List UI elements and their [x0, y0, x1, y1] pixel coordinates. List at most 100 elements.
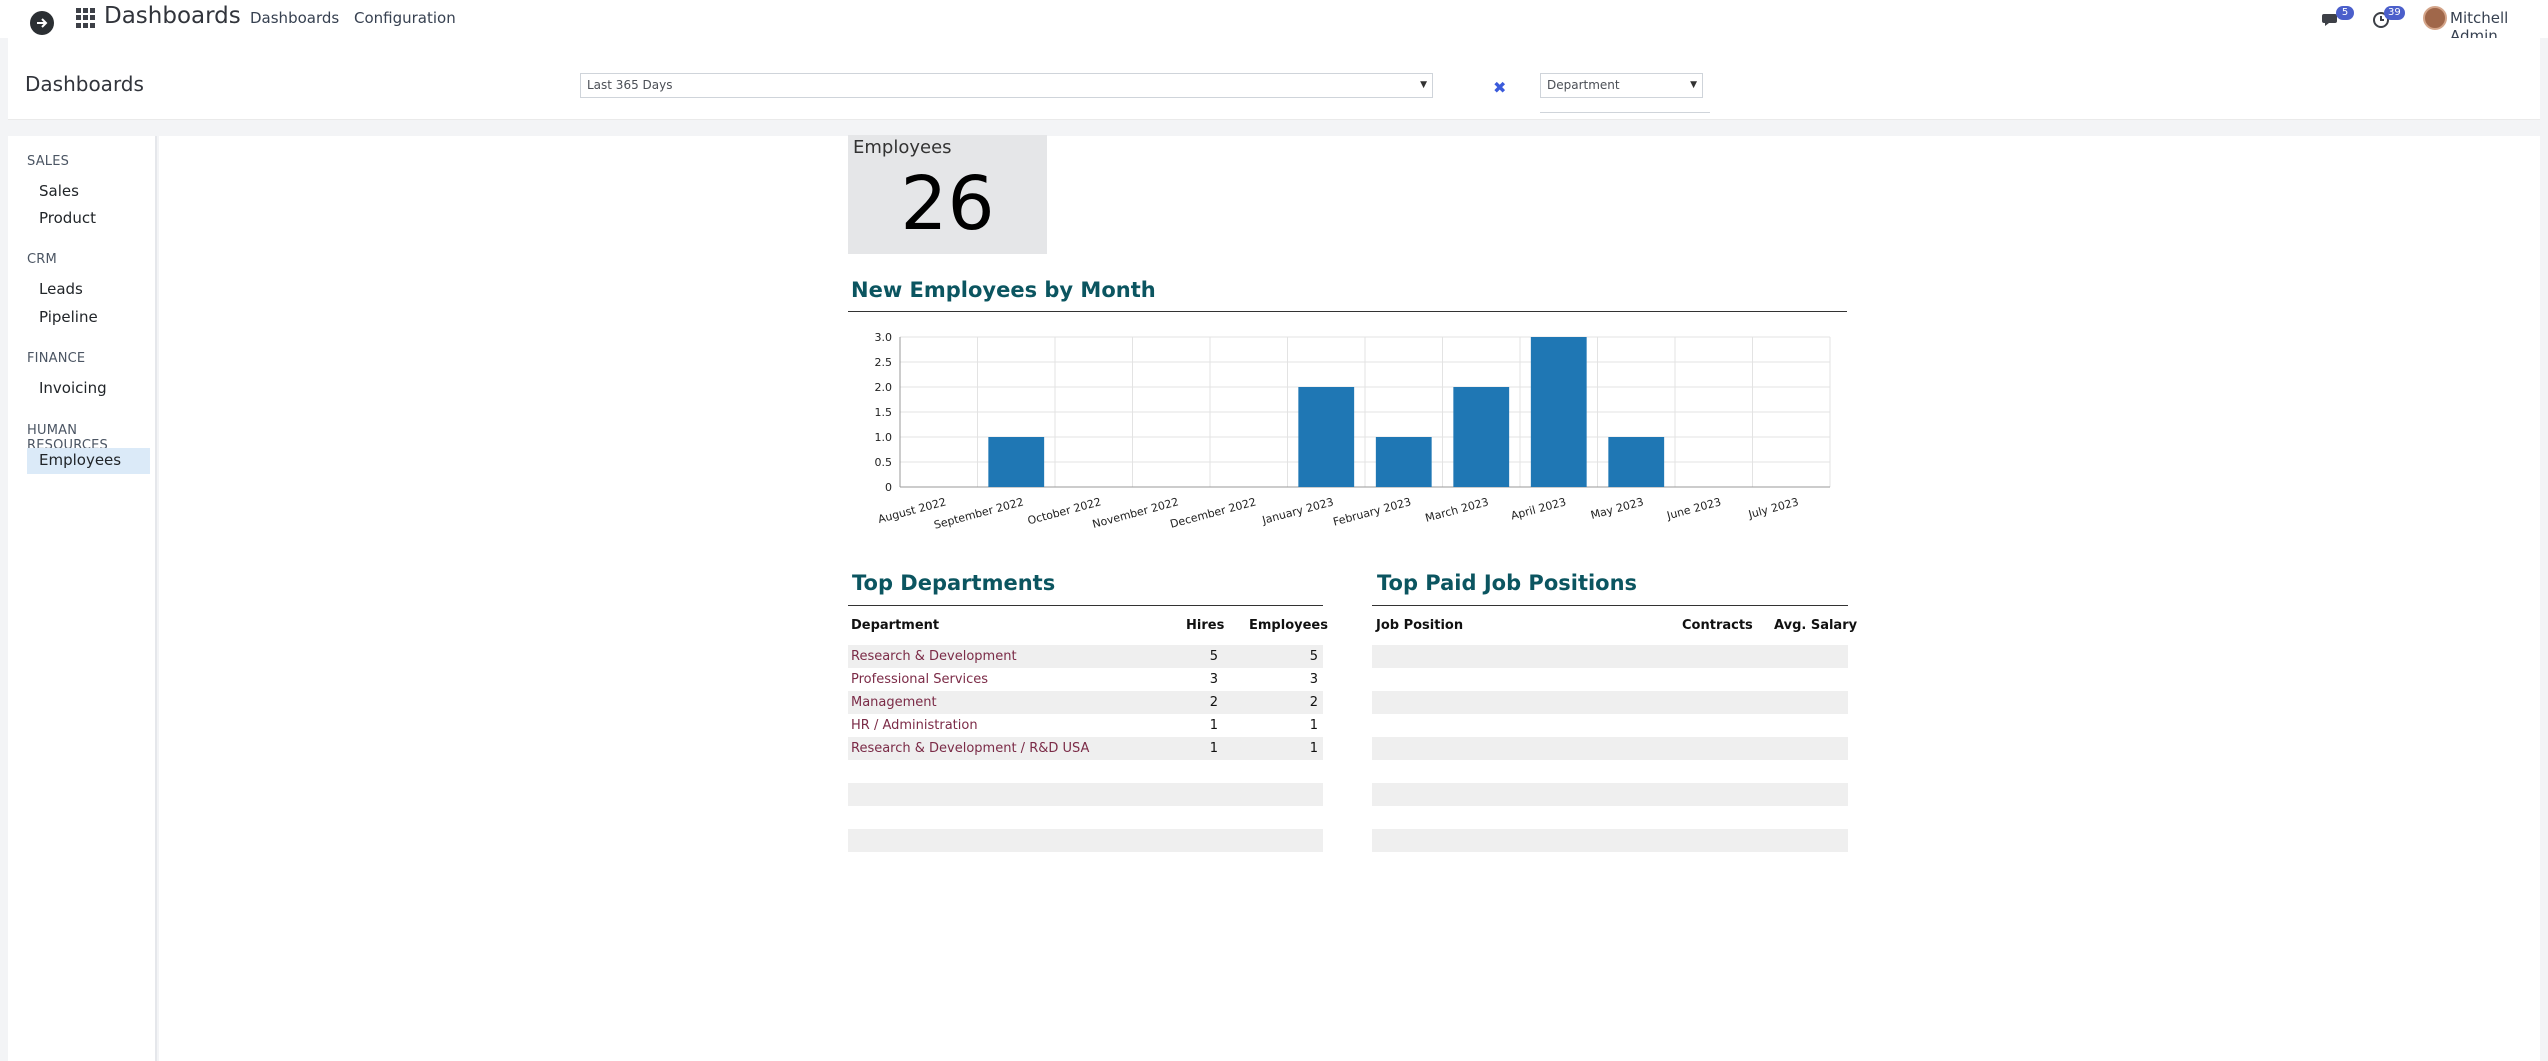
department-name-link[interactable]: Research & Development	[851, 649, 1017, 664]
table-row	[1372, 668, 1848, 691]
employees-kpi-card[interactable]: Employees 26	[848, 135, 1047, 254]
top-navbar: Dashboards Dashboards Configuration 5 39…	[0, 0, 2548, 45]
table-row	[1372, 783, 1848, 806]
kpi-label: Employees	[853, 137, 952, 158]
y-tick-label: 1.5	[875, 406, 893, 419]
activities-badge: 39	[2384, 6, 2405, 20]
table-row	[848, 783, 1323, 806]
table-row	[1372, 645, 1848, 668]
department-select[interactable]: Department ▼	[1540, 73, 1703, 98]
y-tick-label: 0	[885, 481, 892, 494]
table-row	[848, 806, 1323, 829]
breadcrumb: Dashboards	[25, 72, 144, 96]
x-tick-label: March 2023	[1424, 495, 1490, 524]
sidebar-item-invoicing[interactable]: Invoicing	[39, 379, 107, 397]
sidebar-section-sales: SALES	[27, 154, 70, 169]
y-tick-label: 0.5	[875, 456, 893, 469]
x-tick-label: September 2022	[933, 495, 1026, 531]
menu-dashboards[interactable]: Dashboards	[250, 9, 340, 27]
period-select[interactable]: Last 365 Days ▼	[580, 73, 1433, 98]
x-tick-label: October 2022	[1026, 495, 1102, 527]
department-hires: 1	[1209, 741, 1218, 756]
kpi-value: 26	[900, 161, 995, 247]
sidebar-section-finance: FINANCE	[27, 351, 86, 366]
sidebar-item-pipeline[interactable]: Pipeline	[39, 308, 98, 326]
table-row[interactable]: Professional Services 3 3	[848, 668, 1323, 691]
table-row	[1372, 760, 1848, 783]
messages-icon[interactable]	[2321, 10, 2341, 30]
y-tick-label: 1.0	[875, 431, 893, 444]
clear-filter-icon[interactable]: ✖	[1493, 78, 1507, 97]
sidebar-item-leads[interactable]: Leads	[39, 280, 83, 298]
x-tick-label: January 2023	[1260, 495, 1335, 527]
table-row[interactable]: Research & Development 5 5	[848, 645, 1323, 668]
department-employees: 2	[1309, 695, 1318, 710]
app-name[interactable]: Dashboards	[104, 3, 241, 29]
bar	[1375, 437, 1432, 487]
bar	[1608, 437, 1665, 487]
menu-configuration[interactable]: Configuration	[354, 9, 456, 27]
sidebar-item-sales[interactable]: Sales	[39, 182, 79, 200]
department-hires: 2	[1209, 695, 1218, 710]
dept-header-hires: Hires	[1186, 618, 1225, 633]
position-header-job-position: Job Position	[1376, 618, 1464, 633]
dept-header-department: Department	[851, 618, 940, 633]
table-row	[1372, 691, 1848, 714]
bar	[988, 437, 1045, 487]
department-name-link[interactable]: Research & Development / R&D USA	[851, 741, 1090, 756]
top-departments-title: Top Departments	[852, 571, 1056, 595]
user-avatar[interactable]	[2423, 6, 2447, 30]
x-tick-label: April 2023	[1509, 495, 1567, 522]
clock-icon[interactable]	[2371, 10, 2391, 30]
back-arrow-icon[interactable]	[30, 11, 54, 35]
x-tick-label: May 2023	[1589, 495, 1645, 522]
top-departments-rule	[848, 605, 1323, 606]
apps-menu-icon[interactable]	[76, 8, 96, 28]
department-hires: 3	[1209, 672, 1218, 687]
period-value: Last 365 Days	[587, 78, 673, 92]
messages-badge: 5	[2336, 6, 2354, 20]
department-name-link[interactable]: HR / Administration	[851, 718, 978, 733]
table-row[interactable]: HR / Administration 1 1	[848, 714, 1323, 737]
table-row	[848, 760, 1323, 783]
chevron-down-icon: ▼	[1690, 80, 1697, 90]
table-row	[848, 829, 1323, 852]
x-tick-label: June 2023	[1665, 495, 1723, 522]
table-row	[1372, 714, 1848, 737]
sidebar: SALES Sales Product CRM Leads Pipeline F…	[8, 136, 157, 1061]
x-tick-label: December 2022	[1169, 495, 1258, 530]
department-hires: 1	[1209, 718, 1218, 733]
table-row	[1372, 806, 1848, 829]
x-tick-label: November 2022	[1091, 495, 1180, 531]
dashboard-content	[159, 136, 2540, 1061]
department-underline	[1540, 112, 1710, 113]
control-panel: Dashboards Last 365 Days ▼ ✖ Department …	[8, 38, 2540, 120]
department-placeholder: Department	[1547, 78, 1620, 92]
department-employees: 5	[1309, 649, 1318, 664]
x-tick-label: July 2023	[1746, 495, 1800, 521]
dept-header-employees: Employees	[1249, 618, 1328, 633]
bar	[1298, 387, 1355, 487]
bar	[1453, 387, 1510, 487]
top-positions-rule	[1372, 605, 1848, 606]
position-header-avg-salary: Avg. Salary	[1774, 618, 1858, 633]
y-tick-label: 2.0	[875, 381, 893, 394]
table-row[interactable]: Research & Development / R&D USA 1 1	[848, 737, 1323, 760]
bar	[1530, 337, 1587, 487]
department-name-link[interactable]: Professional Services	[851, 672, 989, 687]
table-row[interactable]: Management 2 2	[848, 691, 1323, 714]
position-header-contracts: Contracts	[1682, 618, 1753, 633]
chevron-down-icon: ▼	[1420, 80, 1427, 90]
y-tick-label: 3.0	[875, 331, 893, 344]
chart-title-rule	[848, 311, 1847, 312]
table-row	[1372, 737, 1848, 760]
top-positions-title: Top Paid Job Positions	[1377, 571, 1638, 595]
department-employees: 1	[1309, 741, 1318, 756]
department-hires: 5	[1209, 649, 1218, 664]
department-name-link[interactable]: Management	[851, 695, 937, 710]
sidebar-item-employees[interactable]: Employees	[27, 448, 150, 474]
table-row	[1372, 829, 1848, 852]
sidebar-item-product[interactable]: Product	[39, 209, 96, 227]
department-employees: 3	[1309, 672, 1318, 687]
